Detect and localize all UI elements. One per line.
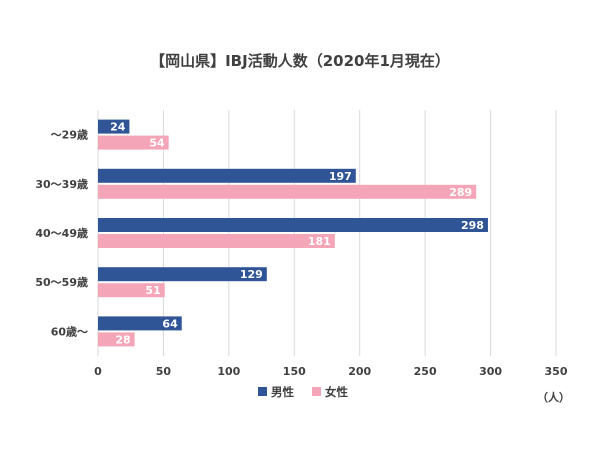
gridlines [97,110,557,356]
x-tick-label: 350 [545,365,568,378]
category-axis: 〜29歳 30〜39歳 40〜49歳 50〜59歳 60歳〜 [35,128,88,339]
data-label: 129 [240,268,263,281]
bar-female [98,135,169,150]
category-label: 40〜49歳 [35,226,88,240]
chart-title: 【岡山県】IBJ活動人数（2020年1月現在） [150,52,450,70]
data-label: 54 [149,137,165,150]
bar-female [98,283,165,298]
bar-female [98,332,135,347]
unit-label: （人） [537,390,570,404]
data-label: 197 [329,170,352,183]
category-label: 〜29歳 [51,128,88,142]
bar-male [98,119,130,134]
category-label: 50〜59歳 [35,275,88,289]
category-label: 30〜39歳 [35,177,88,191]
data-label: 28 [115,333,130,346]
x-tick-label: 200 [348,365,371,378]
x-tick-label: 300 [479,365,502,378]
x-tick-label: 150 [283,365,306,378]
bar-female [98,184,477,199]
bar-female [98,234,335,248]
value-axis: 0 50 100 150 200 250 300 350 [94,365,568,378]
x-tick-label: 0 [94,365,102,378]
data-label: 24 [110,121,126,134]
legend-label: 女性 [325,385,348,399]
data-label: 289 [449,186,472,199]
bar-male [98,267,267,282]
data-label: 298 [461,219,484,232]
legend-swatch [258,387,267,396]
legend: 男性 女性 [258,385,348,399]
x-tick-label: 50 [156,365,172,378]
legend-label: 男性 [271,385,294,399]
bar-male [98,316,182,331]
x-tick-label: 100 [217,365,240,378]
data-label: 64 [162,317,178,330]
data-label: 181 [308,235,331,248]
data-labels: 24 54 197 289 298 181 129 51 64 28 [110,121,484,347]
category-label: 60歳〜 [51,324,88,338]
x-tick-label: 250 [414,365,437,378]
data-label: 51 [145,284,160,297]
bar-male [98,168,356,183]
bars [98,119,488,347]
bar-male [98,218,488,232]
legend-swatch [312,387,321,396]
